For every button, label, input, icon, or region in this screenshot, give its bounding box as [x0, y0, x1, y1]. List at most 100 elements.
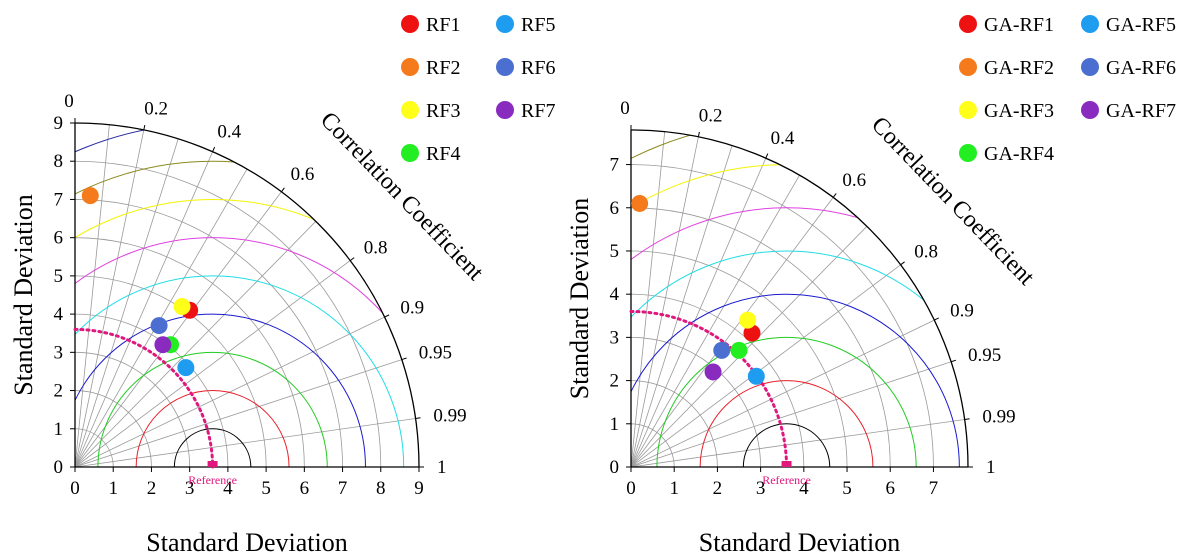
- correlation-gridlines: [630, 131, 965, 468]
- legend-label: GA-RF5: [1106, 14, 1176, 36]
- legend-swatch: [496, 58, 514, 76]
- std-gridline: [630, 380, 718, 468]
- legend-item: GA-RF4: [959, 143, 1054, 165]
- rms-arc: [97, 352, 328, 467]
- correlation-tick-label: 0: [620, 98, 630, 119]
- x-tick-label: 6: [300, 478, 310, 499]
- correlation-tick-label: 0.6: [291, 164, 315, 185]
- correlation-tick-label: 0: [64, 91, 74, 112]
- correlation-tick-label: 0.8: [914, 242, 938, 263]
- correlation-tick-label: 0.4: [771, 128, 795, 149]
- legend-swatch: [959, 144, 977, 162]
- rms-arc: [75, 160, 419, 467]
- correlation-tick-label: 0.99: [433, 405, 466, 426]
- std-gridline: [74, 428, 114, 468]
- legend-swatch: [496, 101, 514, 119]
- correlation-axis-title: Correlation Coefficient: [315, 107, 488, 286]
- correlation-gridline: [74, 221, 317, 468]
- correlation-tick: [950, 359, 957, 363]
- legend-label: GA-RF1: [984, 14, 1054, 36]
- correlation-tick: [415, 417, 421, 419]
- correlation-gridline: [630, 361, 952, 468]
- legend-swatch: [1081, 15, 1099, 33]
- rms-arc: [173, 428, 252, 467]
- legend-label: GA-RF6: [1106, 57, 1176, 79]
- legend-item: RF5: [496, 14, 555, 36]
- correlation-gridline: [74, 129, 145, 468]
- reference-std-arc: [73, 327, 215, 469]
- reference-marker: [781, 461, 792, 467]
- legend: GA-RF1 GA-RF2 GA-RF3 GA-RF4 GA-RF5 GA-RF6 GA-R…: [959, 14, 1176, 165]
- y-tick-label: 9: [54, 113, 64, 134]
- correlation-tick: [212, 146, 216, 152]
- legend-label: GA-RF4: [984, 143, 1054, 165]
- data-point-rf5: [177, 359, 195, 377]
- correlation-gridline: [74, 191, 282, 468]
- correlation-tick: [401, 357, 407, 361]
- std-gridline: [74, 237, 305, 468]
- legend-label: RF5: [521, 14, 555, 36]
- y-axis-title: Standard Deviation: [9, 194, 38, 395]
- correlation-tick-label: 1: [986, 457, 996, 478]
- legend-swatch: [1081, 58, 1099, 76]
- correlation-gridline: [74, 359, 402, 468]
- data-point-rf3: [173, 297, 191, 315]
- x-tick-label: 9: [414, 478, 424, 499]
- correlation-gridline: [630, 174, 800, 468]
- legend-item: RF3: [401, 100, 460, 122]
- data-point-ga-rf7: [704, 363, 722, 381]
- correlation-gridline: [630, 419, 965, 468]
- legend-swatch: [959, 101, 977, 119]
- std-gridline: [74, 199, 343, 468]
- data-point-ga-rf5: [747, 367, 765, 385]
- correlation-gridline: [630, 319, 935, 468]
- y-tick-label: 5: [54, 266, 64, 287]
- legend-label: RF4: [426, 143, 460, 165]
- x-tick-label: 6: [885, 478, 895, 499]
- correlation-tick: [697, 131, 700, 137]
- x-axis-title: Standard Deviation: [146, 528, 347, 557]
- std-gridline: [74, 313, 229, 468]
- x-tick-label: 5: [261, 478, 271, 499]
- y-tick-label: 6: [610, 198, 620, 219]
- std-gridline: [74, 275, 267, 468]
- std-gridline: [74, 351, 191, 468]
- y-tick-label: 7: [54, 189, 64, 210]
- y-tick-label: 4: [54, 304, 64, 325]
- data-points: [631, 194, 765, 385]
- data-point-ga-rf1: [743, 324, 761, 342]
- correlation-gridline: [630, 157, 767, 468]
- std-gridline: [630, 293, 805, 468]
- correlation-tick: [349, 257, 355, 262]
- legend-item: RF1: [401, 14, 460, 36]
- rms-arc: [75, 199, 419, 467]
- x-tick-label: 5: [842, 478, 852, 499]
- x-tick-label: 4: [223, 478, 233, 499]
- reference-label: Reference: [762, 473, 811, 487]
- legend-swatch: [401, 144, 419, 162]
- legend-item: RF4: [401, 143, 460, 165]
- correlation-tick-label: 0.2: [144, 98, 168, 119]
- rms-arcs: [75, 123, 419, 467]
- correlation-tick: [280, 187, 285, 193]
- x-axis-title: Standard Deviation: [699, 528, 900, 557]
- y-tick-label: 1: [54, 419, 64, 440]
- legend-item: RF2: [401, 57, 460, 79]
- correlation-tick: [964, 418, 970, 420]
- y-tick-label: 3: [610, 327, 620, 348]
- rms-arc: [631, 294, 960, 467]
- x-tick-label: 7: [338, 478, 348, 499]
- correlation-tick-label: 0.8: [364, 237, 388, 258]
- y-axis-title: Standard Deviation: [565, 198, 594, 399]
- legend-swatch: [496, 15, 514, 33]
- correlation-tick-label: 0.95: [968, 345, 1001, 366]
- correlation-axis-title: Correlation Coefficient: [866, 112, 1039, 291]
- rms-arcs: [631, 130, 968, 467]
- data-point-ga-rf2: [631, 194, 649, 212]
- legend-item: GA-RF1: [959, 14, 1054, 36]
- y-tick-label: 7: [610, 155, 620, 176]
- std-gridline: [630, 423, 675, 468]
- x-tick-label: 0: [70, 478, 80, 499]
